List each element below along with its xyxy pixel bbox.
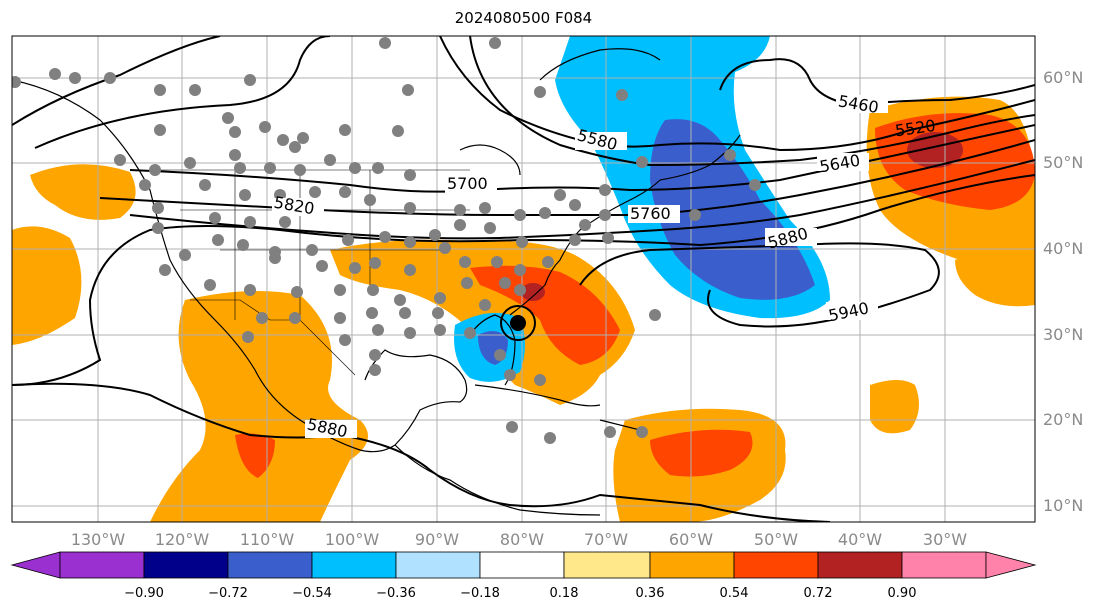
lon-label: 100°W	[324, 530, 380, 549]
colorbar-tick: −0.18	[460, 586, 500, 601]
lat-label: 40°N	[1043, 239, 1084, 258]
colorbar-tick: 0.72	[803, 586, 833, 601]
lon-label: 120°W	[154, 530, 210, 549]
station-markers	[12, 37, 761, 444]
lon-label: 50°W	[753, 530, 799, 549]
colorbar-tick: 0.18	[549, 586, 579, 601]
lon-label: 40°W	[837, 530, 883, 549]
contour-label: 5760	[630, 204, 671, 223]
colorbar-tick: 0.90	[887, 586, 917, 601]
colorbar	[10, 551, 1037, 579]
colorbar-tick: 0.54	[719, 586, 749, 601]
lon-label: 30°W	[922, 530, 968, 549]
storm-center-marker	[510, 315, 526, 331]
lon-label: 130°W	[70, 530, 126, 549]
lat-label: 30°N	[1043, 325, 1084, 344]
colorbar-tick: −0.54	[292, 586, 332, 601]
colorbar-tick: −0.90	[124, 586, 164, 601]
colorbar-tick: −0.36	[376, 586, 416, 601]
lon-label: 60°W	[668, 530, 714, 549]
lon-label: 80°W	[499, 530, 545, 549]
map-title: 2024080500 F084	[454, 9, 593, 27]
max-positive-anomaly-fill	[521, 132, 963, 301]
lat-label: 10°N	[1043, 496, 1084, 515]
lon-label: 70°W	[583, 530, 629, 549]
lat-label: 60°N	[1043, 68, 1084, 87]
colorbar-tick: −0.72	[208, 586, 248, 601]
lon-label: 110°W	[239, 530, 295, 549]
lon-label: 90°W	[414, 530, 460, 549]
colorbar-tick: 0.36	[635, 586, 665, 601]
contour-label: 5700	[447, 174, 488, 193]
lat-label: 50°N	[1043, 153, 1084, 172]
lat-label: 20°N	[1043, 410, 1084, 429]
